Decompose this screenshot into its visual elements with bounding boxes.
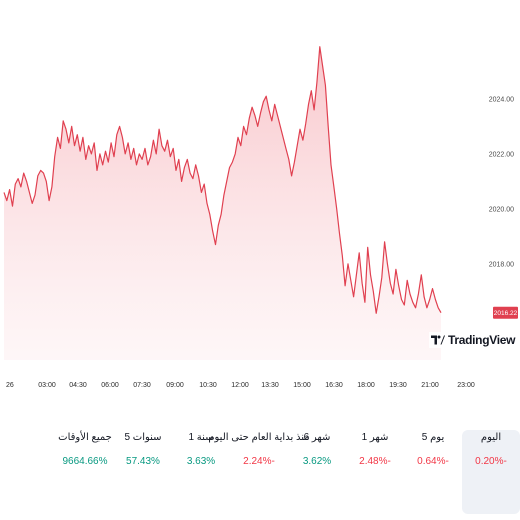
x-tick-label: 09:00 — [166, 382, 184, 389]
series-area-fill — [4, 46, 441, 360]
period-change: 0.64%- — [417, 456, 449, 467]
x-tick-label: 04:30 — [69, 382, 87, 389]
tradingview-logo-icon — [431, 335, 445, 345]
x-tick-label: 21:00 — [421, 382, 439, 389]
tradingview-logo[interactable]: TradingView — [429, 332, 518, 348]
period-change: 2.24%- — [243, 456, 275, 467]
period-change: 3.62% — [302, 456, 332, 467]
x-tick-label: 03:00 — [38, 382, 56, 389]
period-ytd[interactable]: منذ بداية العام حتى اليوم 2.24%- — [199, 432, 319, 520]
period-label: 5 سنوات — [124, 432, 162, 443]
period-label: جميع الأوقات — [58, 432, 112, 443]
period-5-years[interactable]: 5 سنوات 57.43% — [114, 432, 172, 520]
last-price-badge-bg — [493, 306, 518, 319]
price-chart[interactable]: 2024.00 2022.00 2020.00 2018.00 26 03:00 04:3… — [0, 0, 520, 400]
period-change: 57.43% — [126, 456, 160, 467]
period-label: 1 شهر — [361, 432, 389, 443]
period-all-time[interactable]: جميع الأوقات 9664.66% — [56, 432, 114, 520]
tradingview-logo-text: TradingView — [448, 333, 516, 347]
y-axis: 2024.00 2022.00 2020.00 2018.00 — [489, 96, 514, 268]
last-price-label: 2016.22 — [494, 310, 518, 317]
x-tick-label: 16:30 — [325, 382, 343, 389]
last-price-badge: 2016.22 — [493, 306, 518, 319]
period-1-year[interactable]: 1 سنة 3.63% — [172, 432, 230, 520]
performance-periods: اليوم 0.20%- 5 يوم 0.64%- 1 شهر 2.48%- 6… — [0, 430, 520, 520]
x-tick-label: 13:30 — [261, 382, 279, 389]
period-5-days[interactable]: 5 يوم 0.64%- — [404, 432, 462, 520]
y-tick-label: 2020.00 — [489, 206, 514, 213]
period-change: 0.20%- — [475, 456, 507, 467]
period-label: اليوم — [480, 432, 502, 443]
period-1-month[interactable]: 1 شهر 2.48%- — [346, 432, 404, 520]
period-label: 5 يوم — [421, 432, 445, 443]
series-line — [3, 46, 442, 314]
x-tick-label: 06:00 — [101, 382, 119, 389]
x-tick-label: 19:30 — [389, 382, 407, 389]
period-change: 3.63% — [186, 456, 216, 467]
chart-canvas[interactable]: 2024.00 2022.00 2020.00 2018.00 26 03:00 04:3… — [0, 0, 520, 400]
x-tick-label: 10:30 — [199, 382, 217, 389]
y-tick-label: 2022.00 — [489, 151, 514, 158]
period-today[interactable]: اليوم 0.20%- — [462, 430, 520, 514]
period-change: 9664.66% — [62, 456, 108, 467]
period-label: 6 شهر — [303, 432, 331, 443]
x-tick-label: 18:00 — [357, 382, 375, 389]
x-tick-label: 07:30 — [133, 382, 151, 389]
period-label: منذ بداية العام حتى اليوم — [208, 432, 310, 443]
x-tick-label: 12:00 — [231, 382, 249, 389]
x-axis: 26 03:00 04:30 06:00 07:30 09:00 10:30 12:00 13:… — [6, 382, 475, 389]
y-tick-label: 2024.00 — [489, 96, 514, 103]
x-tick-label: 26 — [6, 382, 14, 389]
period-6-months[interactable]: 6 شهر 3.62% — [288, 432, 346, 520]
period-label: 1 سنة — [188, 432, 214, 443]
y-tick-label: 2018.00 — [489, 261, 514, 268]
period-change: 2.48%- — [359, 456, 391, 467]
x-tick-label: 15:00 — [293, 382, 311, 389]
x-tick-label: 23:00 — [457, 382, 475, 389]
